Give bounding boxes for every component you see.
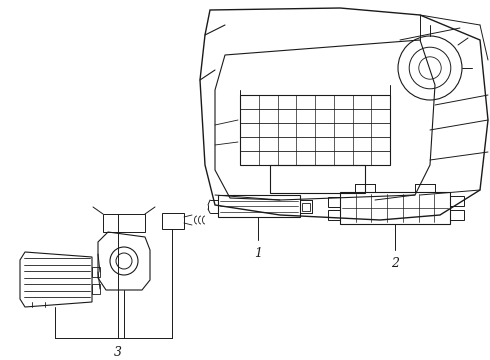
Bar <box>328 197 340 207</box>
Bar <box>302 203 310 211</box>
Bar <box>240 95 390 165</box>
Bar <box>340 192 450 224</box>
Bar <box>92 284 100 294</box>
Bar <box>103 214 145 232</box>
Bar <box>450 196 464 206</box>
Bar <box>92 267 100 277</box>
Text: 3: 3 <box>114 346 122 359</box>
Bar <box>162 213 184 229</box>
Text: 2: 2 <box>391 257 399 270</box>
Text: 1: 1 <box>254 247 262 260</box>
Bar <box>450 210 464 220</box>
Bar <box>270 165 365 193</box>
Bar <box>218 195 300 217</box>
Bar <box>328 210 340 220</box>
